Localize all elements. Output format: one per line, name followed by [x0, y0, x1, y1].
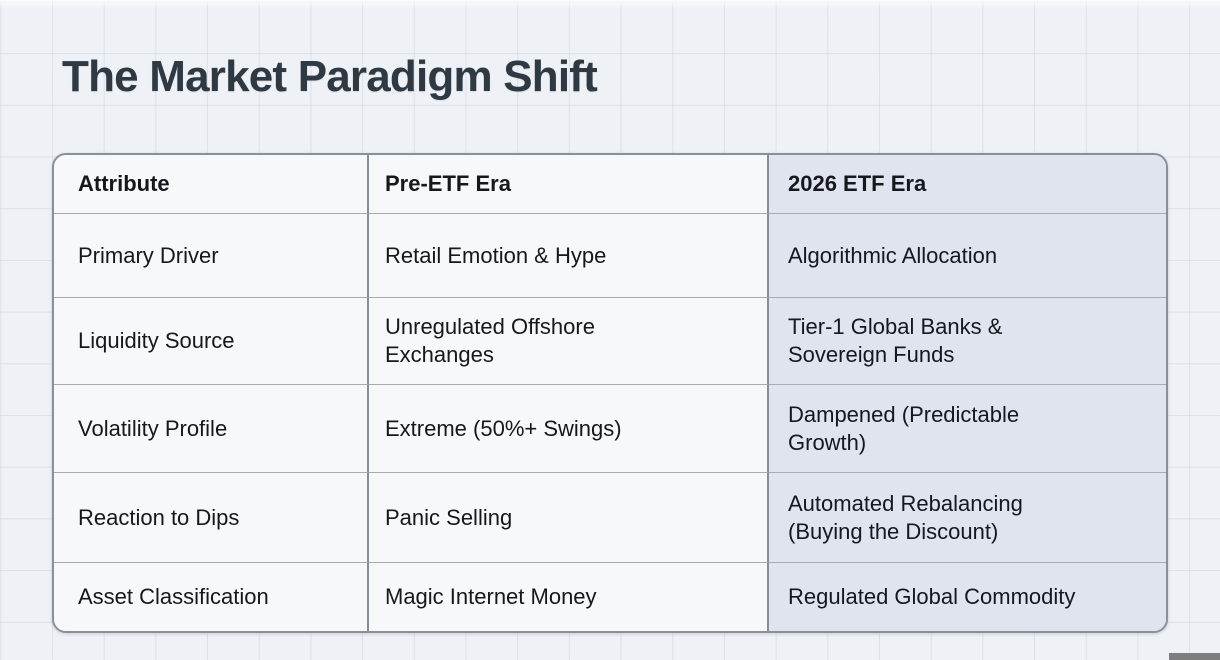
cell-pre-etf: Magic Internet Money: [369, 563, 769, 631]
cell-2026-etf: Algorithmic Allocation: [769, 214, 1166, 298]
cell-attribute: Primary Driver: [54, 214, 369, 298]
video-progress-remnant: [1169, 653, 1220, 660]
cell-2026-etf: Tier-1 Global Banks & Sovereign Funds: [769, 298, 1166, 385]
cell-2026-etf: Regulated Global Commodity: [769, 563, 1166, 631]
cell-attribute: Reaction to Dips: [54, 473, 369, 563]
column-header-2026-etf-era: 2026 ETF Era: [769, 155, 1166, 214]
cell-pre-etf: Unregulated Offshore Exchanges: [369, 298, 769, 385]
cell-pre-etf: Retail Emotion & Hype: [369, 214, 769, 298]
page-title: The Market Paradigm Shift: [62, 52, 598, 101]
cell-2026-etf: Automated Rebalancing (Buying the Discou…: [769, 473, 1166, 563]
column-header-attribute: Attribute: [54, 155, 369, 214]
cell-2026-etf: Dampened (Predictable Growth): [769, 385, 1166, 473]
cell-attribute: Liquidity Source: [54, 298, 369, 385]
cell-attribute: Asset Classification: [54, 563, 369, 631]
cell-attribute: Volatility Profile: [54, 385, 369, 473]
column-header-pre-etf-era: Pre-ETF Era: [369, 155, 769, 214]
cell-pre-etf: Panic Selling: [369, 473, 769, 563]
comparison-table: Attribute Pre-ETF Era 2026 ETF Era Prima…: [52, 153, 1168, 633]
cell-pre-etf: Extreme (50%+ Swings): [369, 385, 769, 473]
top-edge-highlight: [0, 0, 1220, 9]
